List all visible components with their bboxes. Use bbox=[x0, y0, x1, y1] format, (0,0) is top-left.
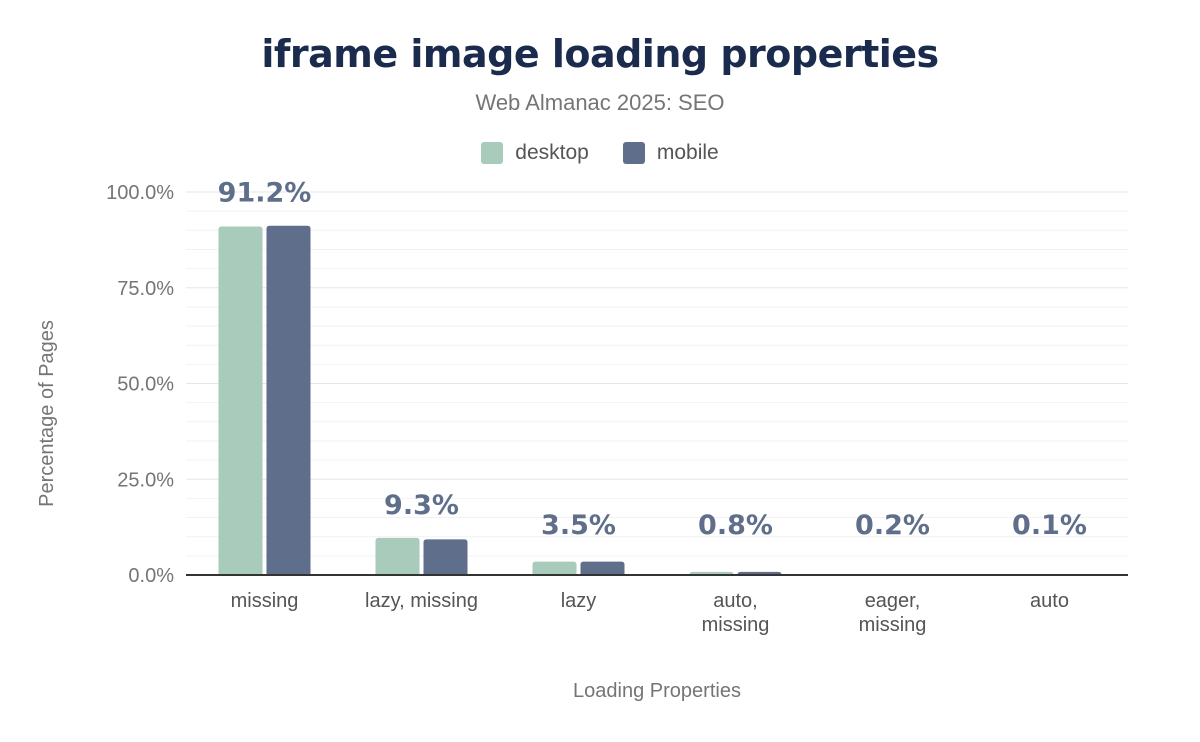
data-label: 0.8% bbox=[698, 510, 773, 541]
y-tick-label: 25.0% bbox=[117, 469, 174, 491]
legend-item-desktop[interactable]: desktop bbox=[481, 141, 589, 165]
x-tick-label: lazy bbox=[561, 590, 597, 612]
chart-subtitle: Web Almanac 2025: SEO bbox=[475, 90, 725, 115]
legend: desktop mobile bbox=[0, 141, 1200, 165]
x-tick-label: missing bbox=[702, 614, 770, 636]
legend-item-mobile[interactable]: mobile bbox=[622, 141, 719, 165]
bar-desktop bbox=[375, 537, 420, 575]
y-axis-title: Percentage of Pages bbox=[36, 320, 58, 507]
x-tick-label: missing bbox=[859, 614, 927, 636]
x-tick-label: missing bbox=[231, 590, 299, 612]
chart-title: iframe image loading properties bbox=[261, 32, 939, 76]
legend-swatch-mobile bbox=[622, 142, 645, 164]
bar-desktop bbox=[532, 561, 577, 575]
y-tick-label: 75.0% bbox=[117, 278, 174, 300]
x-axis-title: Loading Properties bbox=[573, 680, 741, 702]
data-label: 3.5% bbox=[541, 510, 616, 541]
x-tick-label: auto, bbox=[713, 590, 757, 612]
x-tick-label: lazy, missing bbox=[365, 590, 478, 612]
data-label: 9.3% bbox=[384, 490, 459, 521]
data-label: 0.1% bbox=[1012, 510, 1087, 541]
legend-label-desktop: desktop bbox=[515, 141, 589, 164]
y-tick-label: 50.0% bbox=[117, 374, 174, 396]
data-label: 0.2% bbox=[855, 510, 930, 541]
bar-mobile bbox=[580, 561, 625, 575]
bar-mobile bbox=[266, 225, 311, 576]
x-tick-label: eager, bbox=[865, 590, 921, 612]
bar-mobile bbox=[423, 539, 468, 575]
legend-label-mobile: mobile bbox=[656, 141, 719, 164]
legend-swatch-desktop bbox=[481, 142, 504, 164]
y-tick-label: 0.0% bbox=[128, 565, 174, 587]
bar-desktop bbox=[218, 226, 263, 575]
y-tick-label: 100.0% bbox=[106, 182, 174, 204]
x-tick-label: auto bbox=[1030, 590, 1069, 612]
data-label: 91.2% bbox=[218, 178, 312, 209]
